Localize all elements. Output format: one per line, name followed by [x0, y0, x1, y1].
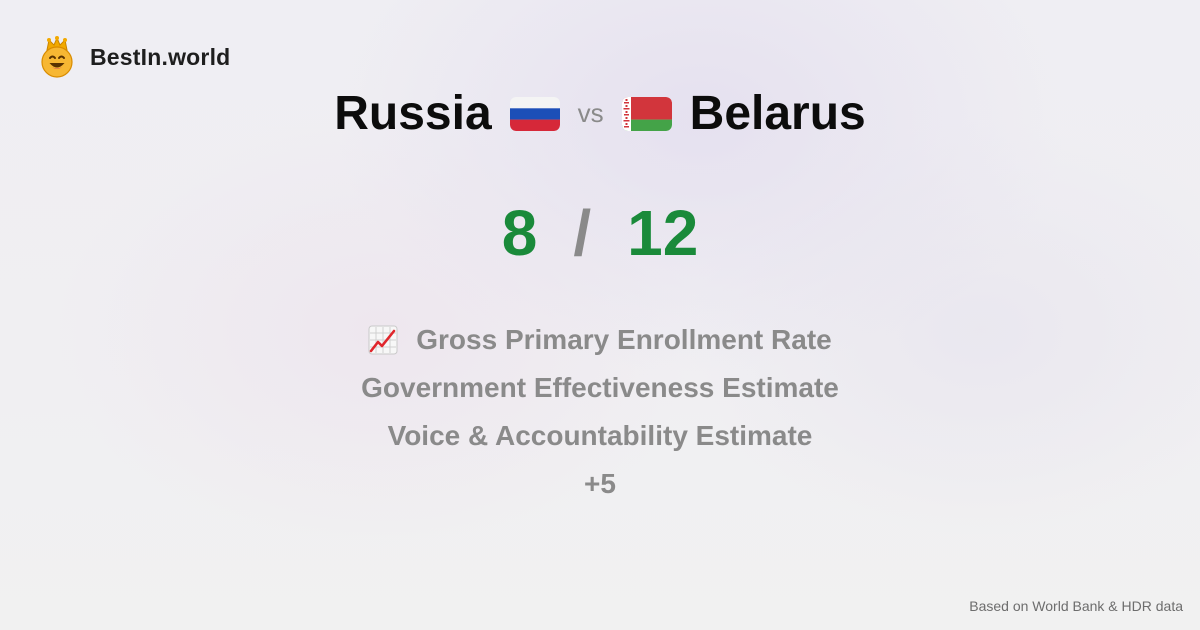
crowned-smiley-icon [41, 36, 73, 78]
belarus-flag-icon [621, 96, 672, 131]
score-a: 8 [501, 197, 538, 269]
country-a-name: Russia [334, 87, 492, 140]
brand-name: BestIn.world [90, 43, 231, 70]
metric-item: Government Effectiveness Estimate [361, 364, 839, 412]
score-separator: / [573, 197, 592, 269]
comparison-title: Russia vs [0, 86, 1200, 141]
metrics-list: Gross Primary Enrollment Rate Government… [0, 316, 1200, 508]
metric-label: Government Effectiveness Estimate [361, 372, 839, 403]
score-summary: 8 / 12 [0, 196, 1200, 270]
metric-label: Voice & Accountability Estimate [387, 420, 813, 451]
russia-flag-icon [509, 96, 560, 131]
more-metrics-count[interactable]: +5 [584, 468, 616, 499]
metric-item: Gross Primary Enrollment Rate [368, 316, 832, 364]
chart-increasing-icon [368, 325, 398, 355]
data-source-note: Based on World Bank & HDR data [969, 598, 1183, 614]
country-b-name: Belarus [689, 87, 866, 140]
brand-header[interactable]: BestIn.world [38, 36, 230, 78]
metric-label: Gross Primary Enrollment Rate [416, 324, 832, 355]
score-b: 12 [627, 197, 699, 269]
metric-item: Voice & Accountability Estimate [388, 412, 813, 460]
vs-label: vs [577, 98, 604, 128]
